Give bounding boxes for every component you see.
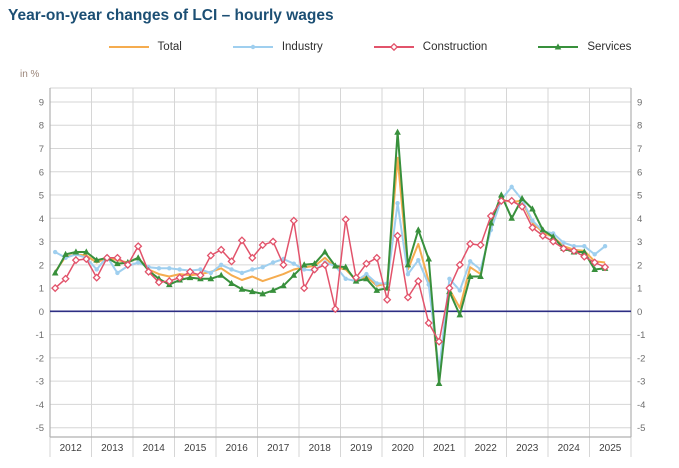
svg-text:4: 4 — [637, 214, 642, 225]
svg-text:2012: 2012 — [60, 443, 83, 454]
unit-label: in % — [20, 69, 40, 80]
legend-item-construction[interactable]: Construction — [373, 41, 488, 53]
total-line-swatch-icon — [108, 46, 149, 48]
svg-text:8: 8 — [39, 121, 44, 132]
series-services-line — [51, 128, 609, 386]
svg-text:-2: -2 — [637, 353, 645, 364]
axes — [49, 88, 632, 438]
svg-text:2023: 2023 — [516, 443, 539, 454]
legend-label: Construction — [422, 41, 488, 53]
svg-text:2015: 2015 — [184, 443, 207, 454]
series-industry-line — [52, 184, 608, 373]
services-line-swatch-icon — [538, 43, 579, 50]
svg-text:2020: 2020 — [392, 443, 415, 454]
svg-text:0: 0 — [39, 307, 44, 318]
construction-line-swatch-icon — [373, 42, 414, 52]
chart-legend: Total Industry Construction Services — [0, 41, 679, 53]
svg-text:2021: 2021 — [433, 443, 456, 454]
svg-text:4: 4 — [39, 214, 44, 225]
svg-text:-5: -5 — [36, 423, 44, 434]
svg-text:-3: -3 — [637, 377, 645, 388]
series-construction-line — [51, 196, 610, 346]
svg-text:-5: -5 — [637, 423, 645, 434]
svg-text:2017: 2017 — [267, 443, 290, 454]
svg-text:-1: -1 — [36, 330, 44, 341]
svg-text:2018: 2018 — [309, 443, 332, 454]
svg-text:5: 5 — [39, 191, 44, 202]
svg-text:2019: 2019 — [350, 443, 373, 454]
svg-text:2025: 2025 — [599, 443, 622, 454]
svg-text:2016: 2016 — [226, 443, 249, 454]
svg-text:6: 6 — [637, 167, 642, 178]
legend-label: Total — [157, 41, 182, 53]
svg-text:2: 2 — [637, 260, 642, 271]
svg-text:3: 3 — [637, 237, 642, 248]
svg-text:7: 7 — [637, 144, 642, 155]
svg-text:1: 1 — [39, 284, 44, 295]
legend-item-industry[interactable]: Industry — [232, 41, 323, 53]
page-title: Year-on-year changes of LCI – hourly wag… — [8, 7, 334, 24]
svg-text:-3: -3 — [36, 377, 44, 388]
svg-text:8: 8 — [637, 121, 642, 132]
legend-label: Services — [587, 41, 632, 53]
svg-text:2024: 2024 — [558, 443, 581, 454]
legend-label: Industry — [281, 41, 323, 53]
svg-text:-4: -4 — [637, 400, 645, 411]
svg-text:7: 7 — [39, 144, 44, 155]
svg-text:-2: -2 — [36, 353, 44, 364]
y-axis-left-labels: -5 -4 -3 -2 -1 0 1 2 3 4 5 6 7 8 9 — [36, 97, 44, 434]
svg-text:-1: -1 — [637, 330, 645, 341]
y-axis-right-labels: -5 -4 -3 -2 -1 0 1 2 3 4 5 6 7 8 9 — [637, 97, 645, 434]
series-total-line — [54, 156, 606, 378]
industry-line-swatch-icon — [232, 44, 273, 50]
svg-text:2: 2 — [39, 260, 44, 271]
svg-text:6: 6 — [39, 167, 44, 178]
legend-item-total[interactable]: Total — [108, 41, 182, 53]
svg-text:2014: 2014 — [143, 443, 166, 454]
svg-text:3: 3 — [39, 237, 44, 248]
svg-text:9: 9 — [39, 97, 44, 108]
gridlines — [49, 87, 632, 457]
svg-text:0: 0 — [637, 307, 642, 318]
svg-text:2013: 2013 — [101, 443, 124, 454]
svg-text:2022: 2022 — [475, 443, 498, 454]
svg-text:9: 9 — [637, 97, 642, 108]
svg-text:1: 1 — [637, 284, 642, 295]
x-axis-year-labels: 2012 2013 2014 2015 2016 2017 2018 2019 2020 2021… — [60, 443, 622, 454]
legend-item-services[interactable]: Services — [537, 41, 631, 53]
svg-text:5: 5 — [637, 191, 642, 202]
svg-text:-4: -4 — [36, 400, 44, 411]
